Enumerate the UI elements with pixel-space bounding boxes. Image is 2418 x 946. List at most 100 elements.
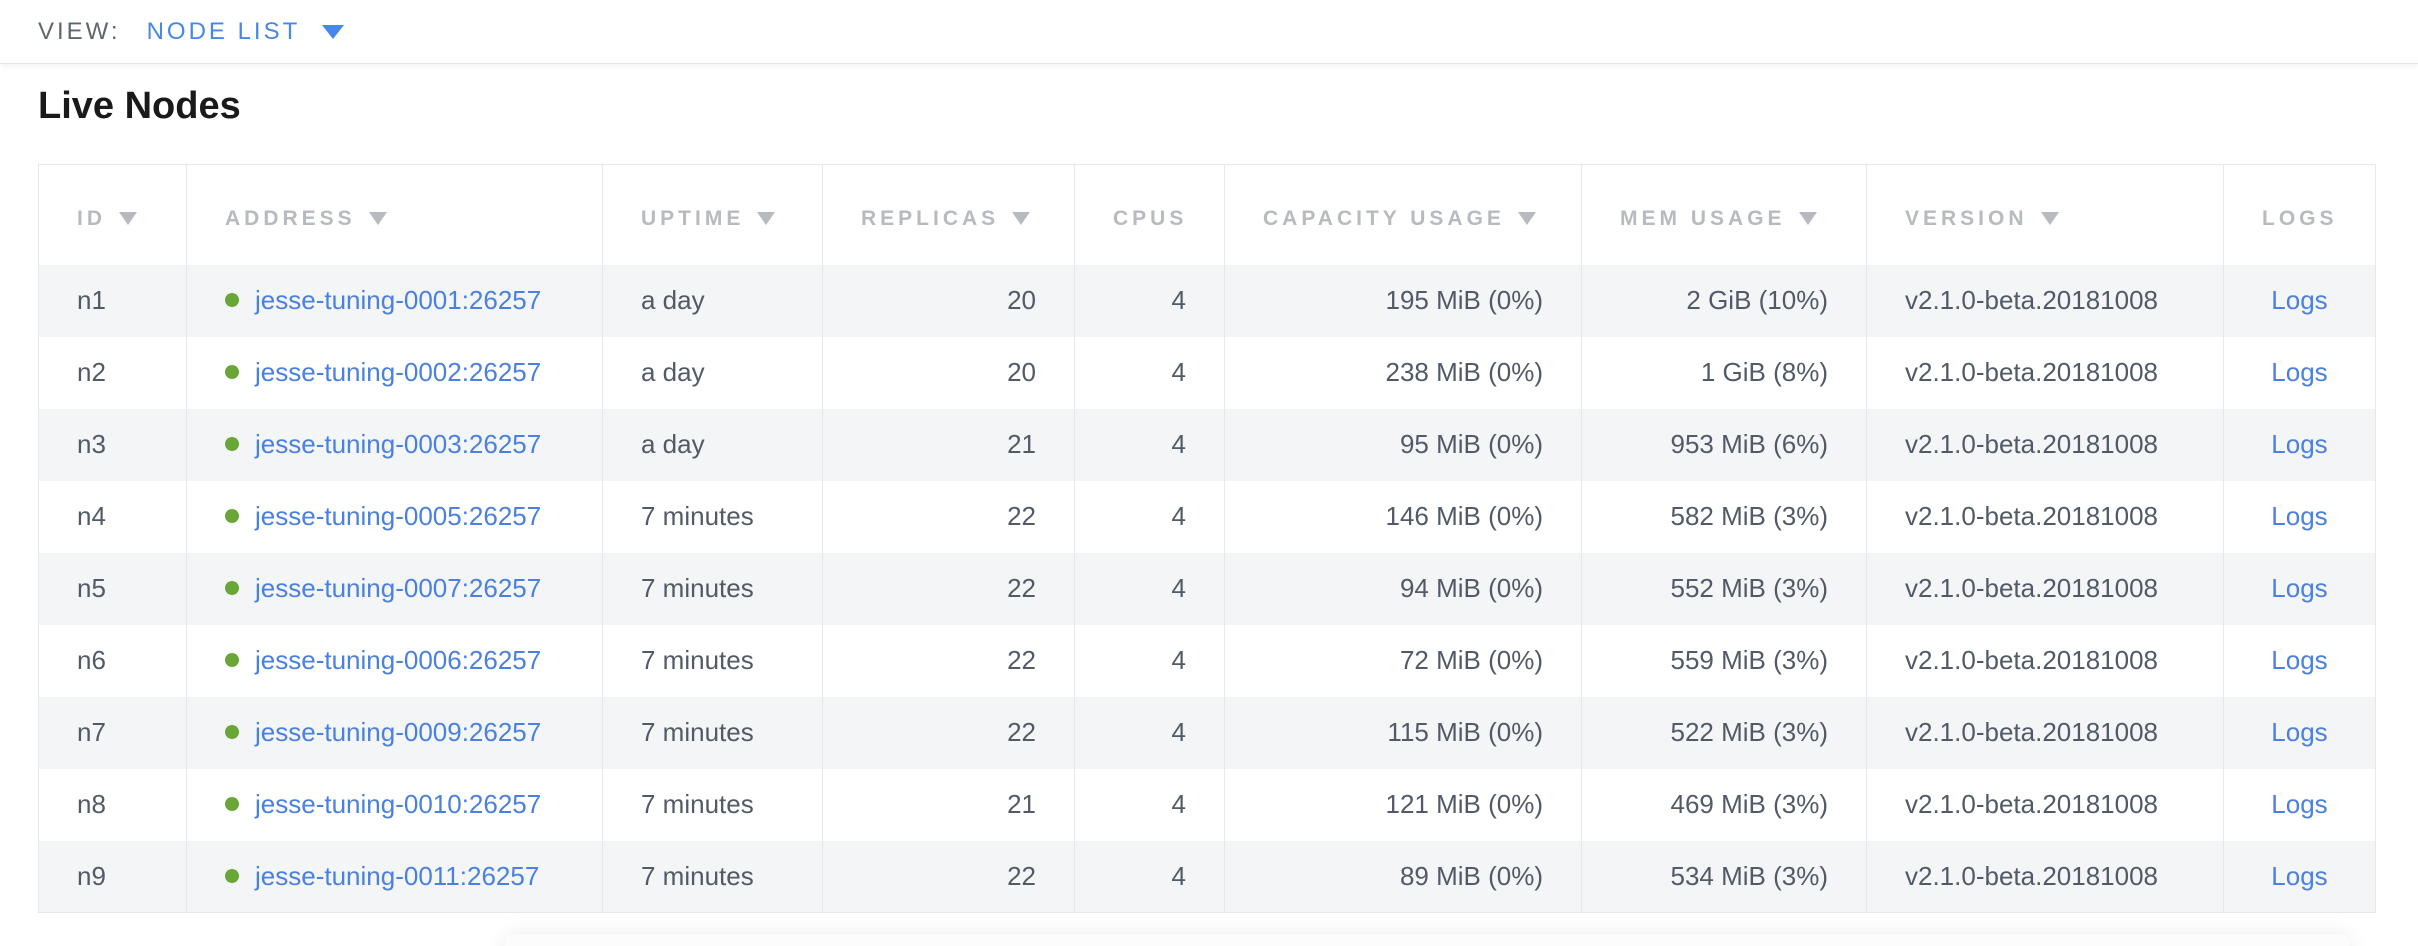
node-address-link[interactable]: jesse-tuning-0003:26257 [255,429,542,459]
page-content: Live Nodes ID ADDRESS UPTIME REPLICAS CPUS CA… [0,64,2418,913]
cell-text: 21 [1007,789,1036,819]
cell-text: 7 minutes [641,789,754,819]
cell-text: 95 MiB (0%) [1399,429,1543,459]
cell-version: v2.1.0-beta.20181008 [1866,840,2224,913]
cell-address: jesse-tuning-0006:26257 [186,624,603,697]
cell-version: v2.1.0-beta.20181008 [1866,336,2224,409]
column-header-label: CAPACITY USAGE [1263,206,1505,230]
cell-text: 20 [1007,357,1036,387]
cell-replicas: 21 [822,768,1075,841]
node-live-status-dot [225,365,239,380]
node-logs-link[interactable]: Logs [2271,501,2328,531]
node-logs-link[interactable]: Logs [2271,717,2328,747]
cell-text: v2.1.0-beta.20181008 [1905,357,2158,387]
node-address-link[interactable]: jesse-tuning-0001:26257 [255,285,542,315]
node-live-status-dot [225,437,239,452]
table-row-n1: n1 jesse-tuning-0001:26257 a day 20 4 195 MiB… [38,264,2376,337]
cell-cpus: 4 [1074,840,1225,913]
cell-address: jesse-tuning-0009:26257 [186,696,603,769]
cell-text: 4 [1171,860,1186,891]
cell-cpus: 4 [1074,624,1225,697]
cell-text: 522 MiB (3%) [1670,717,1829,747]
cell-mem_usage: 582 MiB (3%) [1581,480,1867,553]
node-logs-link[interactable]: Logs [2271,285,2328,315]
cell-id: n4 [39,481,187,553]
column-header-mem_usage[interactable]: MEM USAGE [1581,164,1867,265]
cell-address: jesse-tuning-0002:26257 [186,336,603,409]
cell-id: n5 [38,552,187,625]
cell-text: 469 MiB (3%) [1670,789,1829,819]
cell-version: v2.1.0-beta.20181008 [1866,768,2224,841]
cell-id: n9 [38,840,187,913]
page-title: Live Nodes [38,85,241,127]
cell-text: 4 [1171,357,1186,387]
column-header-label: CPUS [1113,206,1188,230]
cell-mem_usage: 953 MiB (6%) [1581,408,1867,481]
node-live-status-dot [225,581,239,596]
column-header-version[interactable]: VERSION [1866,164,2224,265]
cell-id: n6 [39,625,187,697]
chevron-down-icon [322,24,345,39]
cell-capacity_usage: 89 MiB (0%) [1224,840,1582,913]
cell-cpus: 4 [1074,336,1225,409]
node-logs-link[interactable]: Logs [2271,789,2328,819]
cell-capacity_usage: 195 MiB (0%) [1224,264,1582,337]
cell-uptime: 7 minutes [602,552,823,625]
column-header-label: VERSION [1905,206,2028,230]
column-header-label: MEM USAGE [1620,206,1786,230]
cell-replicas: 22 [822,696,1075,769]
cell-text: 115 MiB (0%) [1387,717,1543,747]
cell-text: 121 MiB (0%) [1385,789,1544,819]
node-address-link[interactable]: jesse-tuning-0010:26257 [255,789,542,819]
cell-uptime: a day [602,336,823,409]
node-address-link[interactable]: jesse-tuning-0002:26257 [255,357,542,387]
cell-logs: Logs [2223,264,2376,337]
cell-logs: Logs [2223,480,2376,553]
cell-version: v2.1.0-beta.20181008 [1866,552,2224,625]
node-logs-link[interactable]: Logs [2271,429,2328,459]
cell-text: v2.1.0-beta.20181008 [1905,429,2158,459]
cell-replicas: 22 [822,624,1075,697]
node-live-status-dot [225,509,239,524]
cell-text: v2.1.0-beta.20181008 [1905,501,2158,531]
node-address-link[interactable]: jesse-tuning-0006:26257 [255,645,542,675]
cell-cpus: 4 [1074,768,1225,841]
cell-logs: Logs [2223,840,2376,913]
cell-capacity_usage: 94 MiB (0%) [1224,552,1582,625]
node-address-link[interactable]: jesse-tuning-0011:26257 [255,860,540,891]
node-address-link[interactable]: jesse-tuning-0007:26257 [255,573,542,603]
cell-address: jesse-tuning-0011:26257 [186,840,603,913]
node-address-link[interactable]: jesse-tuning-0005:26257 [255,501,542,531]
node-logs-link[interactable]: Logs [2271,573,2328,603]
column-header-uptime[interactable]: UPTIME [602,164,823,265]
node-logs-link[interactable]: Logs [2271,645,2328,675]
column-header-id[interactable]: ID [39,165,187,265]
cell-capacity_usage: 95 MiB (0%) [1224,408,1582,481]
column-header-capacity_usage[interactable]: CAPACITY USAGE [1224,164,1582,265]
cell-logs: Logs [2223,336,2376,409]
view-selector-dropdown[interactable]: NODE LIST [147,18,345,46]
table-row-n7: n7 jesse-tuning-0009:26257 7 minutes 22 4 115… [38,696,2376,769]
cell-id: n3 [38,408,187,481]
sort-desc-icon [757,211,776,225]
cell-mem_usage: 534 MiB (3%) [1581,840,1867,913]
node-address-link[interactable]: jesse-tuning-0009:26257 [255,717,542,747]
cell-address: jesse-tuning-0005:26257 [186,480,603,553]
cell-mem_usage: 1 GiB (8%) [1581,336,1867,409]
cell-text: 4 [1171,645,1186,675]
column-header-label: ID [77,206,106,230]
cell-mem_usage: 522 MiB (3%) [1581,696,1867,769]
column-header-replicas[interactable]: REPLICAS [822,164,1075,265]
column-header-address[interactable]: ADDRESS [186,164,603,265]
cell-text: n9 [77,860,106,891]
node-logs-link[interactable]: Logs [2271,860,2328,891]
cell-version: v2.1.0-beta.20181008 [1866,624,2224,697]
cell-text: 238 MiB (0%) [1385,357,1544,387]
cell-cpus: 4 [1074,696,1225,769]
cell-mem_usage: 469 MiB (3%) [1581,768,1867,841]
node-logs-link[interactable]: Logs [2271,357,2328,387]
cell-logs: Logs [2223,408,2376,481]
cell-text: n2 [77,357,106,387]
cell-text: 21 [1007,429,1036,459]
cell-id: n7 [38,696,187,769]
